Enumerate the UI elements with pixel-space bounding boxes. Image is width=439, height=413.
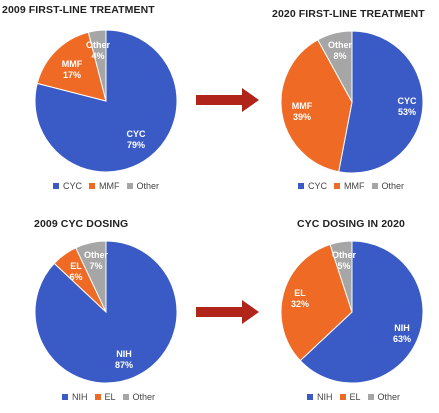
legend-swatch-el bbox=[94, 394, 101, 400]
slice-label-other: Other bbox=[332, 250, 357, 260]
legend-label-other: Other bbox=[381, 181, 405, 191]
legend-swatch-cyc bbox=[53, 183, 59, 189]
legend-item-nih: NIH bbox=[307, 392, 333, 402]
slice-label-other: Other bbox=[328, 40, 353, 50]
legend-item-el: EL bbox=[339, 392, 361, 402]
slice-value-other: 4% bbox=[91, 51, 104, 61]
slice-label-mmf: MMF bbox=[292, 101, 313, 111]
legend-item-mmf: MMF bbox=[334, 181, 365, 191]
legend-label-other: Other bbox=[377, 392, 401, 402]
legend-item-cyc: CYC bbox=[53, 181, 82, 191]
legend-item-other: Other bbox=[367, 392, 401, 402]
legend-label-cyc: CYC bbox=[63, 181, 83, 191]
legend-swatch-cyc bbox=[298, 183, 304, 189]
slice-label-el: EL bbox=[294, 288, 306, 298]
slice-label-nih: NIH bbox=[116, 349, 132, 359]
legend-2009-cyc-dosing: NIH EL Other bbox=[62, 392, 162, 402]
chart-title-2009-cyc-dosing: 2009 CYC DOSING bbox=[34, 218, 129, 230]
legend-swatch-nih bbox=[307, 394, 313, 400]
legend-2020-first-line: CYC MMF Other bbox=[298, 181, 411, 191]
chart-title-2020-first-line: 2020 FIRST-LINE TREATMENT bbox=[272, 8, 425, 20]
legend-item-other: Other bbox=[126, 181, 160, 191]
pie-slice-other bbox=[75, 240, 107, 313]
pie-slice-mmf bbox=[280, 39, 353, 173]
arrow-top-shape bbox=[196, 88, 259, 112]
arrow-top bbox=[196, 88, 259, 112]
pie-slice-el bbox=[280, 243, 353, 362]
slice-value-other: 7% bbox=[89, 261, 102, 271]
legend-label-nih: NIH bbox=[317, 392, 333, 402]
slice-label-nih: NIH bbox=[394, 323, 410, 333]
slice-value-nih: 63% bbox=[393, 334, 411, 344]
pie-slice-cyc bbox=[338, 30, 424, 174]
legend-label-mmf: MMF bbox=[344, 181, 365, 191]
arrow-bottom bbox=[196, 300, 259, 324]
pie-slice-other bbox=[317, 30, 353, 103]
slice-value-other: 8% bbox=[333, 51, 346, 61]
slice-label-other: Other bbox=[84, 250, 109, 260]
legend-item-nih: NIH bbox=[62, 392, 88, 402]
slice-label-cyc: CYC bbox=[397, 96, 417, 106]
legend-swatch-nih bbox=[62, 394, 68, 400]
legend-swatch-other bbox=[367, 394, 374, 400]
pie-slice-other bbox=[87, 29, 107, 102]
legend-label-mmf: MMF bbox=[99, 181, 120, 191]
slice-value-nih: 87% bbox=[115, 360, 133, 370]
legend-item-other: Other bbox=[371, 181, 405, 191]
legend-cyc-dosing-2020: NIH EL Other bbox=[307, 392, 407, 402]
legend-swatch-other bbox=[122, 394, 129, 400]
legend-item-cyc: CYC bbox=[298, 181, 327, 191]
slice-label-mmf: MMF bbox=[62, 59, 83, 69]
slice-value-other: 5% bbox=[337, 261, 350, 271]
legend-item-other: Other bbox=[122, 392, 156, 402]
legend-swatch-other bbox=[126, 183, 133, 189]
legend-label-other: Other bbox=[136, 181, 160, 191]
slice-value-mmf: 17% bbox=[63, 70, 81, 80]
slice-label-other: Other bbox=[86, 40, 111, 50]
legend-item-mmf: MMF bbox=[89, 181, 120, 191]
slice-value-cyc: 53% bbox=[398, 107, 416, 117]
arrow-bottom-shape bbox=[196, 300, 259, 324]
legend-item-el: EL bbox=[94, 392, 116, 402]
legend-swatch-el bbox=[339, 394, 346, 400]
legend-label-nih: NIH bbox=[72, 392, 88, 402]
pie-slice-mmf bbox=[36, 31, 107, 102]
pie-slice-nih bbox=[299, 240, 424, 384]
slice-value-el: 6% bbox=[69, 272, 82, 282]
pie-slice-other bbox=[329, 240, 353, 313]
legend-swatch-other bbox=[371, 183, 378, 189]
legend-label-el: EL bbox=[104, 392, 116, 402]
legend-label-other: Other bbox=[132, 392, 156, 402]
slice-value-mmf: 39% bbox=[293, 112, 311, 122]
legend-swatch-mmf bbox=[89, 183, 96, 189]
legend-swatch-mmf bbox=[334, 183, 341, 189]
slice-value-cyc: 79% bbox=[127, 140, 145, 150]
legend-2009-first-line: CYC MMF Other bbox=[53, 181, 166, 191]
legend-label-el: EL bbox=[349, 392, 361, 402]
chart-title-2009-first-line: 2009 FIRST-LINE TREATMENT bbox=[2, 4, 155, 16]
slice-label-cyc: CYC bbox=[126, 129, 146, 139]
legend-label-cyc: CYC bbox=[308, 181, 328, 191]
chart-title-cyc-dosing-2020: CYC DOSING IN 2020 bbox=[297, 218, 405, 230]
slice-value-el: 32% bbox=[291, 299, 309, 309]
slice-label-el: EL bbox=[70, 261, 82, 271]
